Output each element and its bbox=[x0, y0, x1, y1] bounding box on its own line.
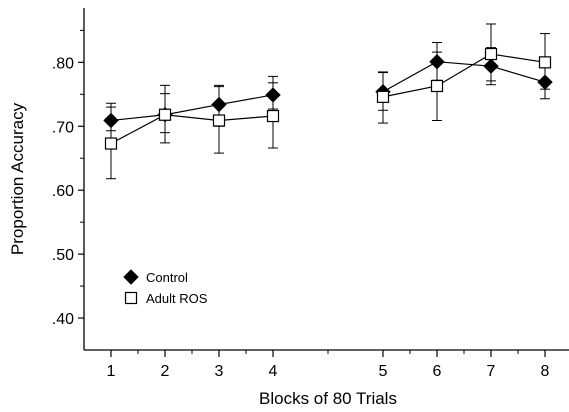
series-line-adult-ros bbox=[110, 114, 274, 145]
data-point-adult-ros bbox=[430, 79, 444, 93]
legend-marker-adult-ros bbox=[124, 291, 138, 305]
x-tick-label: 2 bbox=[161, 363, 170, 380]
series-line-control bbox=[110, 94, 274, 122]
data-point-control bbox=[537, 74, 553, 90]
series-line-adult-ros bbox=[382, 53, 546, 98]
data-point-adult-ros bbox=[212, 114, 226, 127]
y-ticks: .40 .50 .60 .70 .80 bbox=[52, 29, 84, 328]
x-tick-label: 3 bbox=[215, 363, 224, 380]
data-point-adult-ros bbox=[158, 108, 172, 121]
x-tick-label: 4 bbox=[269, 363, 278, 380]
x-axis-title: Blocks of 80 Trials bbox=[259, 389, 397, 408]
x-tick-label: 5 bbox=[379, 363, 388, 380]
x-ticks: 1 2 3 4 5 6 7 8 bbox=[107, 350, 550, 380]
series-line-control bbox=[382, 61, 546, 93]
data-point-adult-ros bbox=[376, 90, 390, 103]
y-tick-label: .80 bbox=[52, 55, 74, 72]
y-axis-title: Proportion Accuracy bbox=[8, 102, 27, 255]
y-tick-label: .60 bbox=[52, 183, 74, 200]
data-point-adult-ros bbox=[104, 137, 118, 150]
legend-item-control: Control bbox=[123, 269, 188, 285]
y-tick-label: .50 bbox=[52, 247, 74, 264]
data-point-control bbox=[103, 112, 119, 129]
x-tick-label: 6 bbox=[433, 363, 442, 380]
y-tick-label: .70 bbox=[52, 119, 74, 136]
x-tick-label: 7 bbox=[487, 363, 496, 380]
legend-marker-control bbox=[123, 269, 139, 285]
x-tick-label: 8 bbox=[541, 363, 550, 380]
data-point-adult-ros bbox=[538, 56, 552, 69]
data-point-adult-ros bbox=[266, 109, 280, 123]
data-point-control bbox=[265, 87, 281, 103]
x-tick-label: 1 bbox=[107, 363, 116, 380]
data-point-adult-ros bbox=[484, 47, 498, 61]
legend: Control Adult ROS bbox=[123, 269, 208, 306]
legend-item-adult-ros: Adult ROS bbox=[124, 291, 208, 306]
data-point-control bbox=[483, 58, 499, 74]
y-tick-label: .40 bbox=[52, 311, 74, 328]
data-point-control bbox=[429, 53, 445, 70]
legend-label-control: Control bbox=[146, 270, 188, 285]
legend-label-adult-ros: Adult ROS bbox=[146, 291, 208, 306]
data-point-control bbox=[211, 96, 227, 113]
series-layer bbox=[103, 23, 553, 180]
